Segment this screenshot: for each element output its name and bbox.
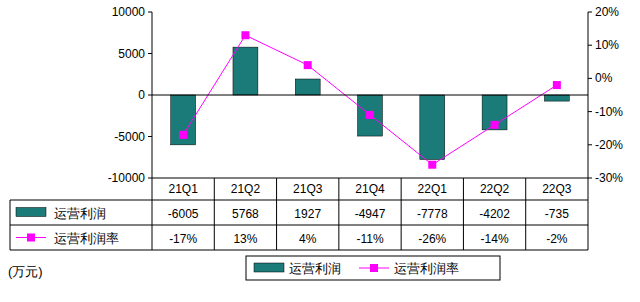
category-label: 22Q1 xyxy=(418,182,448,196)
y2-tick xyxy=(588,144,592,145)
table-value: -26% xyxy=(418,232,446,246)
table-value: -14% xyxy=(481,232,509,246)
legend-swatch xyxy=(254,263,284,272)
table-value: 4% xyxy=(299,232,317,246)
legend-marker xyxy=(370,264,378,272)
bar xyxy=(171,95,196,145)
table-value: 1927 xyxy=(294,207,321,221)
table-line xyxy=(463,178,464,250)
table-value: -2% xyxy=(546,232,568,246)
category-label: 21Q1 xyxy=(168,182,198,196)
y2-tick-label: -30% xyxy=(595,171,623,185)
y-tick xyxy=(148,95,152,96)
y2-tick-label: 10% xyxy=(595,38,619,52)
y2-tick xyxy=(588,78,592,79)
bar xyxy=(544,95,569,101)
table-line xyxy=(10,200,588,201)
plot-marks xyxy=(171,31,570,168)
table-line xyxy=(338,178,339,250)
chart: -10000 -5000 0 5000 10000 -30% -20% -10% 0% 10% 20… xyxy=(0,0,640,302)
table-line xyxy=(525,178,526,250)
table-line xyxy=(152,178,588,179)
bar xyxy=(358,95,383,136)
y2-tick-label: -20% xyxy=(595,138,623,152)
bar xyxy=(482,95,507,130)
category-label: 21Q3 xyxy=(293,182,323,196)
y2-tick-label: 0% xyxy=(595,71,613,85)
y-tick xyxy=(148,53,152,54)
annotation: (万元) xyxy=(8,264,43,279)
table-value: -17% xyxy=(169,232,197,246)
table-value: 13% xyxy=(233,232,257,246)
line xyxy=(183,35,557,164)
category-label: 22Q2 xyxy=(480,182,510,196)
legend-label: 运营利润率 xyxy=(394,261,459,276)
table-line xyxy=(152,178,153,250)
legend: 运营利润 运营利润率 xyxy=(246,256,500,280)
table-line xyxy=(214,178,215,250)
bar xyxy=(295,79,320,95)
category-label: 21Q4 xyxy=(355,182,385,196)
row-label: 运营利润 xyxy=(54,206,106,221)
category-label: 21Q2 xyxy=(231,182,261,196)
marker xyxy=(428,161,436,169)
y-tick-label: -5000 xyxy=(114,130,145,144)
table-value: -11% xyxy=(356,232,383,246)
table-value: -4947 xyxy=(355,207,386,221)
y-tick xyxy=(148,178,152,179)
marker xyxy=(304,61,312,69)
table-value: -7778 xyxy=(417,207,448,221)
marker xyxy=(553,81,561,89)
y-tick-label: -10000 xyxy=(108,171,146,185)
y2-tick xyxy=(588,12,592,13)
y-tick xyxy=(148,12,152,13)
table-value: 5768 xyxy=(232,207,259,221)
data-table: 21Q1 21Q2 21Q3 21Q4 22Q1 22Q2 22Q3 运营利润 -6005 576… xyxy=(10,178,588,250)
table-line xyxy=(401,178,402,250)
y-tick xyxy=(148,136,152,137)
marker xyxy=(491,121,499,129)
table-line xyxy=(588,178,589,250)
y2-tick xyxy=(588,45,592,46)
y2-tick xyxy=(588,178,592,179)
table-line xyxy=(10,200,11,250)
y-tick-label: 0 xyxy=(138,88,145,102)
marker xyxy=(366,111,374,119)
marker xyxy=(179,131,187,139)
legend-marker xyxy=(27,234,35,242)
table-line xyxy=(10,225,588,226)
legend-label: 运营利润 xyxy=(289,261,341,276)
category-label: 22Q3 xyxy=(542,182,572,196)
table-value: -4202 xyxy=(479,207,510,221)
table-line xyxy=(276,178,277,250)
y2-tick xyxy=(588,111,592,112)
bar xyxy=(420,95,445,160)
y2-tick-label: -10% xyxy=(595,105,623,119)
table-value: -6005 xyxy=(168,207,199,221)
y2-tick-label: 20% xyxy=(595,5,619,19)
bar xyxy=(233,47,258,95)
marker xyxy=(241,31,249,39)
legend-swatch xyxy=(16,208,46,217)
legend-box xyxy=(246,256,500,280)
table-value: -735 xyxy=(545,207,569,221)
table-line xyxy=(10,250,588,251)
row-label: 运营利润率 xyxy=(54,231,119,246)
x-axis xyxy=(152,95,588,96)
y-tick-label: 10000 xyxy=(112,5,146,19)
y-tick-label: 5000 xyxy=(118,47,145,61)
